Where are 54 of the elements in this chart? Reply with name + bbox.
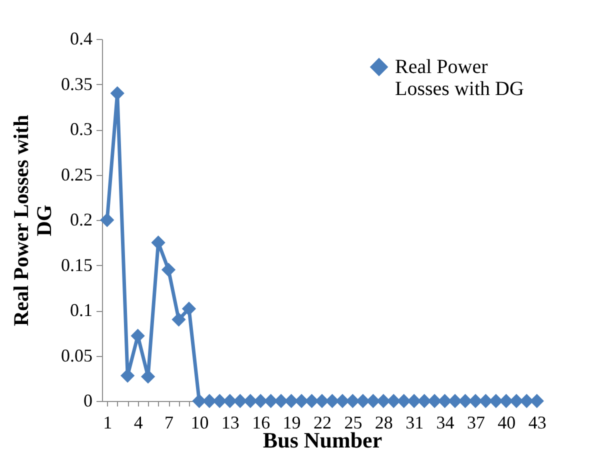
y-tick-label: 0.2 — [70, 210, 92, 230]
point — [325, 394, 340, 408]
point — [284, 394, 298, 408]
point — [478, 394, 493, 408]
y-tick-label: 0.05 — [61, 345, 92, 366]
x-tick-label: 13 — [221, 412, 240, 432]
point — [233, 394, 248, 408]
point — [407, 394, 422, 408]
point — [356, 394, 370, 408]
point — [458, 394, 472, 408]
x-tick-label: 4 — [134, 412, 143, 432]
point — [161, 262, 176, 277]
point — [417, 394, 432, 408]
point — [264, 394, 278, 408]
point — [499, 394, 514, 408]
y-axis-title: Real Power Losses with DG — [9, 114, 56, 326]
point — [386, 394, 401, 408]
y-tick-label: 0.35 — [61, 74, 92, 94]
x-tick-label: 10 — [190, 412, 209, 432]
point — [530, 394, 544, 408]
point — [120, 368, 135, 383]
y-tick-label: 0 — [84, 390, 92, 410]
point — [346, 394, 360, 408]
x-tick-label: 31 — [406, 412, 424, 432]
point — [254, 394, 268, 408]
y-tick-label: 0.4 — [70, 28, 92, 48]
point — [222, 394, 237, 408]
y-tick-label: 0.1 — [70, 300, 92, 320]
point — [509, 394, 524, 408]
point — [376, 394, 390, 408]
x-tick-label: 37 — [466, 412, 485, 432]
point — [243, 394, 258, 408]
point — [182, 302, 196, 316]
x-tick-label: 40 — [498, 412, 516, 432]
point — [520, 394, 534, 408]
point — [366, 394, 380, 408]
point — [212, 394, 227, 408]
x-tick-label: 7 — [164, 412, 174, 432]
point — [151, 236, 166, 250]
point — [396, 394, 411, 408]
point — [110, 86, 124, 100]
y-tick-label: 0.15 — [61, 254, 92, 275]
y-tick-label: 0.3 — [70, 119, 92, 139]
point — [438, 394, 452, 408]
point — [172, 312, 186, 327]
y-tick-label: 0.25 — [61, 164, 92, 184]
point — [304, 394, 319, 408]
point — [100, 212, 114, 228]
point — [274, 394, 288, 408]
x-tick-label: 34 — [436, 412, 454, 432]
legend-label: Real Power Losses with DG — [395, 56, 524, 100]
x-tick-label: 1 — [103, 412, 112, 432]
point — [192, 394, 206, 408]
x-tick-label: 43 — [528, 412, 546, 432]
